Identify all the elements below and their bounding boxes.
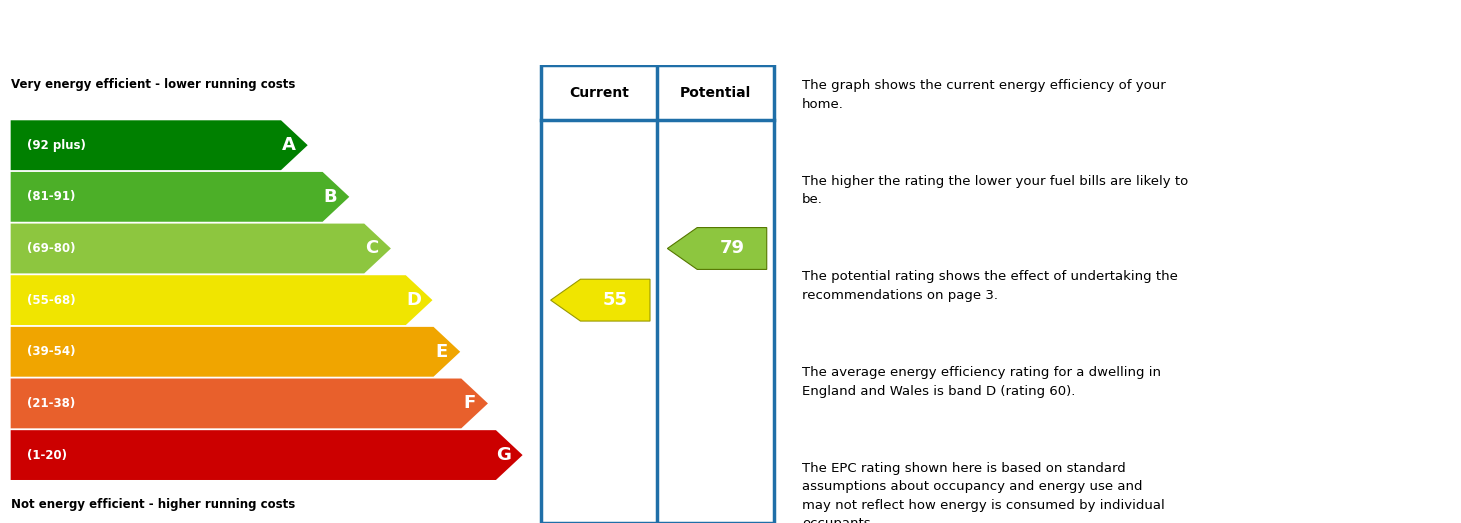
Text: 79: 79 — [719, 240, 745, 257]
Text: B: B — [324, 188, 337, 206]
Polygon shape — [10, 327, 460, 377]
Text: D: D — [406, 291, 421, 309]
Text: Very energy efficient - lower running costs: Very energy efficient - lower running co… — [10, 78, 295, 91]
Text: F: F — [463, 394, 475, 413]
Polygon shape — [10, 172, 349, 222]
Text: Energy Efficiency Rating: Energy Efficiency Rating — [18, 24, 400, 52]
Text: The EPC rating shown here is based on standard
assumptions about occupancy and e: The EPC rating shown here is based on st… — [802, 462, 1164, 523]
Text: C: C — [365, 240, 378, 257]
Text: The higher the rating the lower your fuel bills are likely to
be.: The higher the rating the lower your fue… — [802, 175, 1188, 206]
Polygon shape — [10, 224, 392, 274]
Polygon shape — [10, 379, 488, 428]
Text: Not energy efficient - higher running costs: Not energy efficient - higher running co… — [10, 498, 295, 511]
Text: (39-54): (39-54) — [26, 345, 75, 358]
Text: (81-91): (81-91) — [26, 190, 75, 203]
Text: E: E — [435, 343, 447, 361]
Polygon shape — [10, 275, 432, 325]
Text: Potential: Potential — [681, 86, 751, 100]
Text: (92 plus): (92 plus) — [26, 139, 86, 152]
Text: (21-38): (21-38) — [26, 397, 75, 410]
Text: (69-80): (69-80) — [26, 242, 75, 255]
Polygon shape — [10, 430, 523, 480]
Text: (1-20): (1-20) — [26, 449, 67, 462]
Text: (55-68): (55-68) — [26, 293, 76, 306]
Polygon shape — [551, 279, 650, 321]
Text: The graph shows the current energy efficiency of your
home.: The graph shows the current energy effic… — [802, 79, 1166, 110]
Text: 55: 55 — [603, 291, 628, 309]
Polygon shape — [668, 228, 767, 269]
Text: The potential rating shows the effect of undertaking the
recommendations on page: The potential rating shows the effect of… — [802, 270, 1178, 302]
Text: The average energy efficiency rating for a dwelling in
England and Wales is band: The average energy efficiency rating for… — [802, 366, 1161, 397]
Text: A: A — [282, 136, 297, 154]
Polygon shape — [10, 120, 308, 170]
Text: Current: Current — [570, 86, 630, 100]
Text: G: G — [497, 446, 511, 464]
